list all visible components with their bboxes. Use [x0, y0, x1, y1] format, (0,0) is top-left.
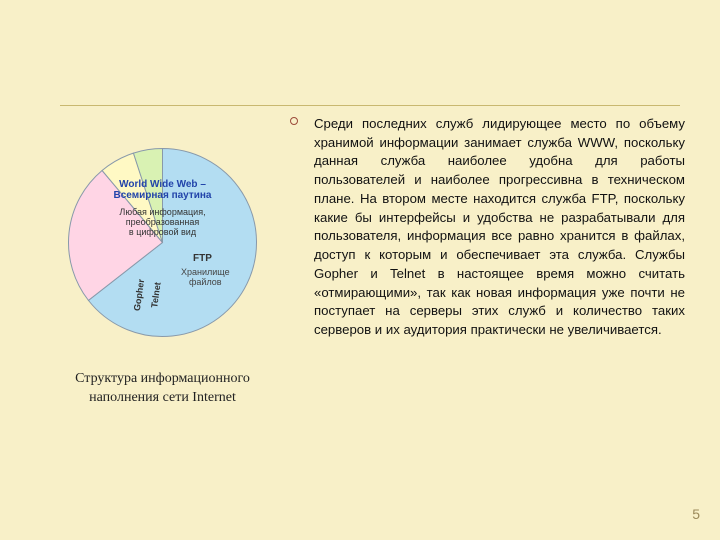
page-number: 5	[692, 506, 700, 522]
body-paragraph: Среди последних служб лидирующее место п…	[314, 115, 685, 520]
chart-label-www-title: World Wide Web – Всемирная паутина	[85, 179, 240, 201]
pie-chart-svg	[65, 145, 260, 340]
section-divider	[60, 105, 680, 106]
right-column: Среди последних служб лидирующее место п…	[290, 115, 685, 520]
bullet-icon	[290, 117, 298, 125]
chart-caption: Структура информационного наполнения сет…	[50, 370, 275, 408]
pie-chart: World Wide Web – Всемирная паутина Любая…	[65, 145, 260, 340]
chart-label-ftp-sub: Хранилище файлов	[181, 267, 230, 287]
left-column: World Wide Web – Всемирная паутина Любая…	[50, 115, 275, 520]
bullet-container	[290, 115, 304, 520]
chart-label-www-sub: Любая информация, преобразованная в цифр…	[90, 207, 235, 237]
content-area: World Wide Web – Всемирная паутина Любая…	[50, 115, 685, 520]
chart-label-ftp-title: FTP	[193, 253, 212, 264]
